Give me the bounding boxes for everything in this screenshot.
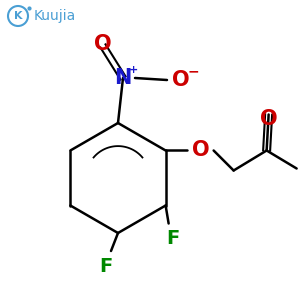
Text: Kuujia: Kuujia — [34, 9, 76, 23]
Text: +: + — [129, 65, 139, 75]
Text: O: O — [172, 70, 190, 90]
Text: O: O — [260, 110, 278, 130]
Text: F: F — [166, 229, 179, 248]
Text: N: N — [114, 68, 132, 88]
Text: F: F — [99, 256, 112, 275]
Text: O: O — [94, 34, 112, 54]
Text: O: O — [192, 140, 209, 160]
Text: −: − — [187, 64, 199, 78]
Text: K: K — [14, 11, 22, 21]
